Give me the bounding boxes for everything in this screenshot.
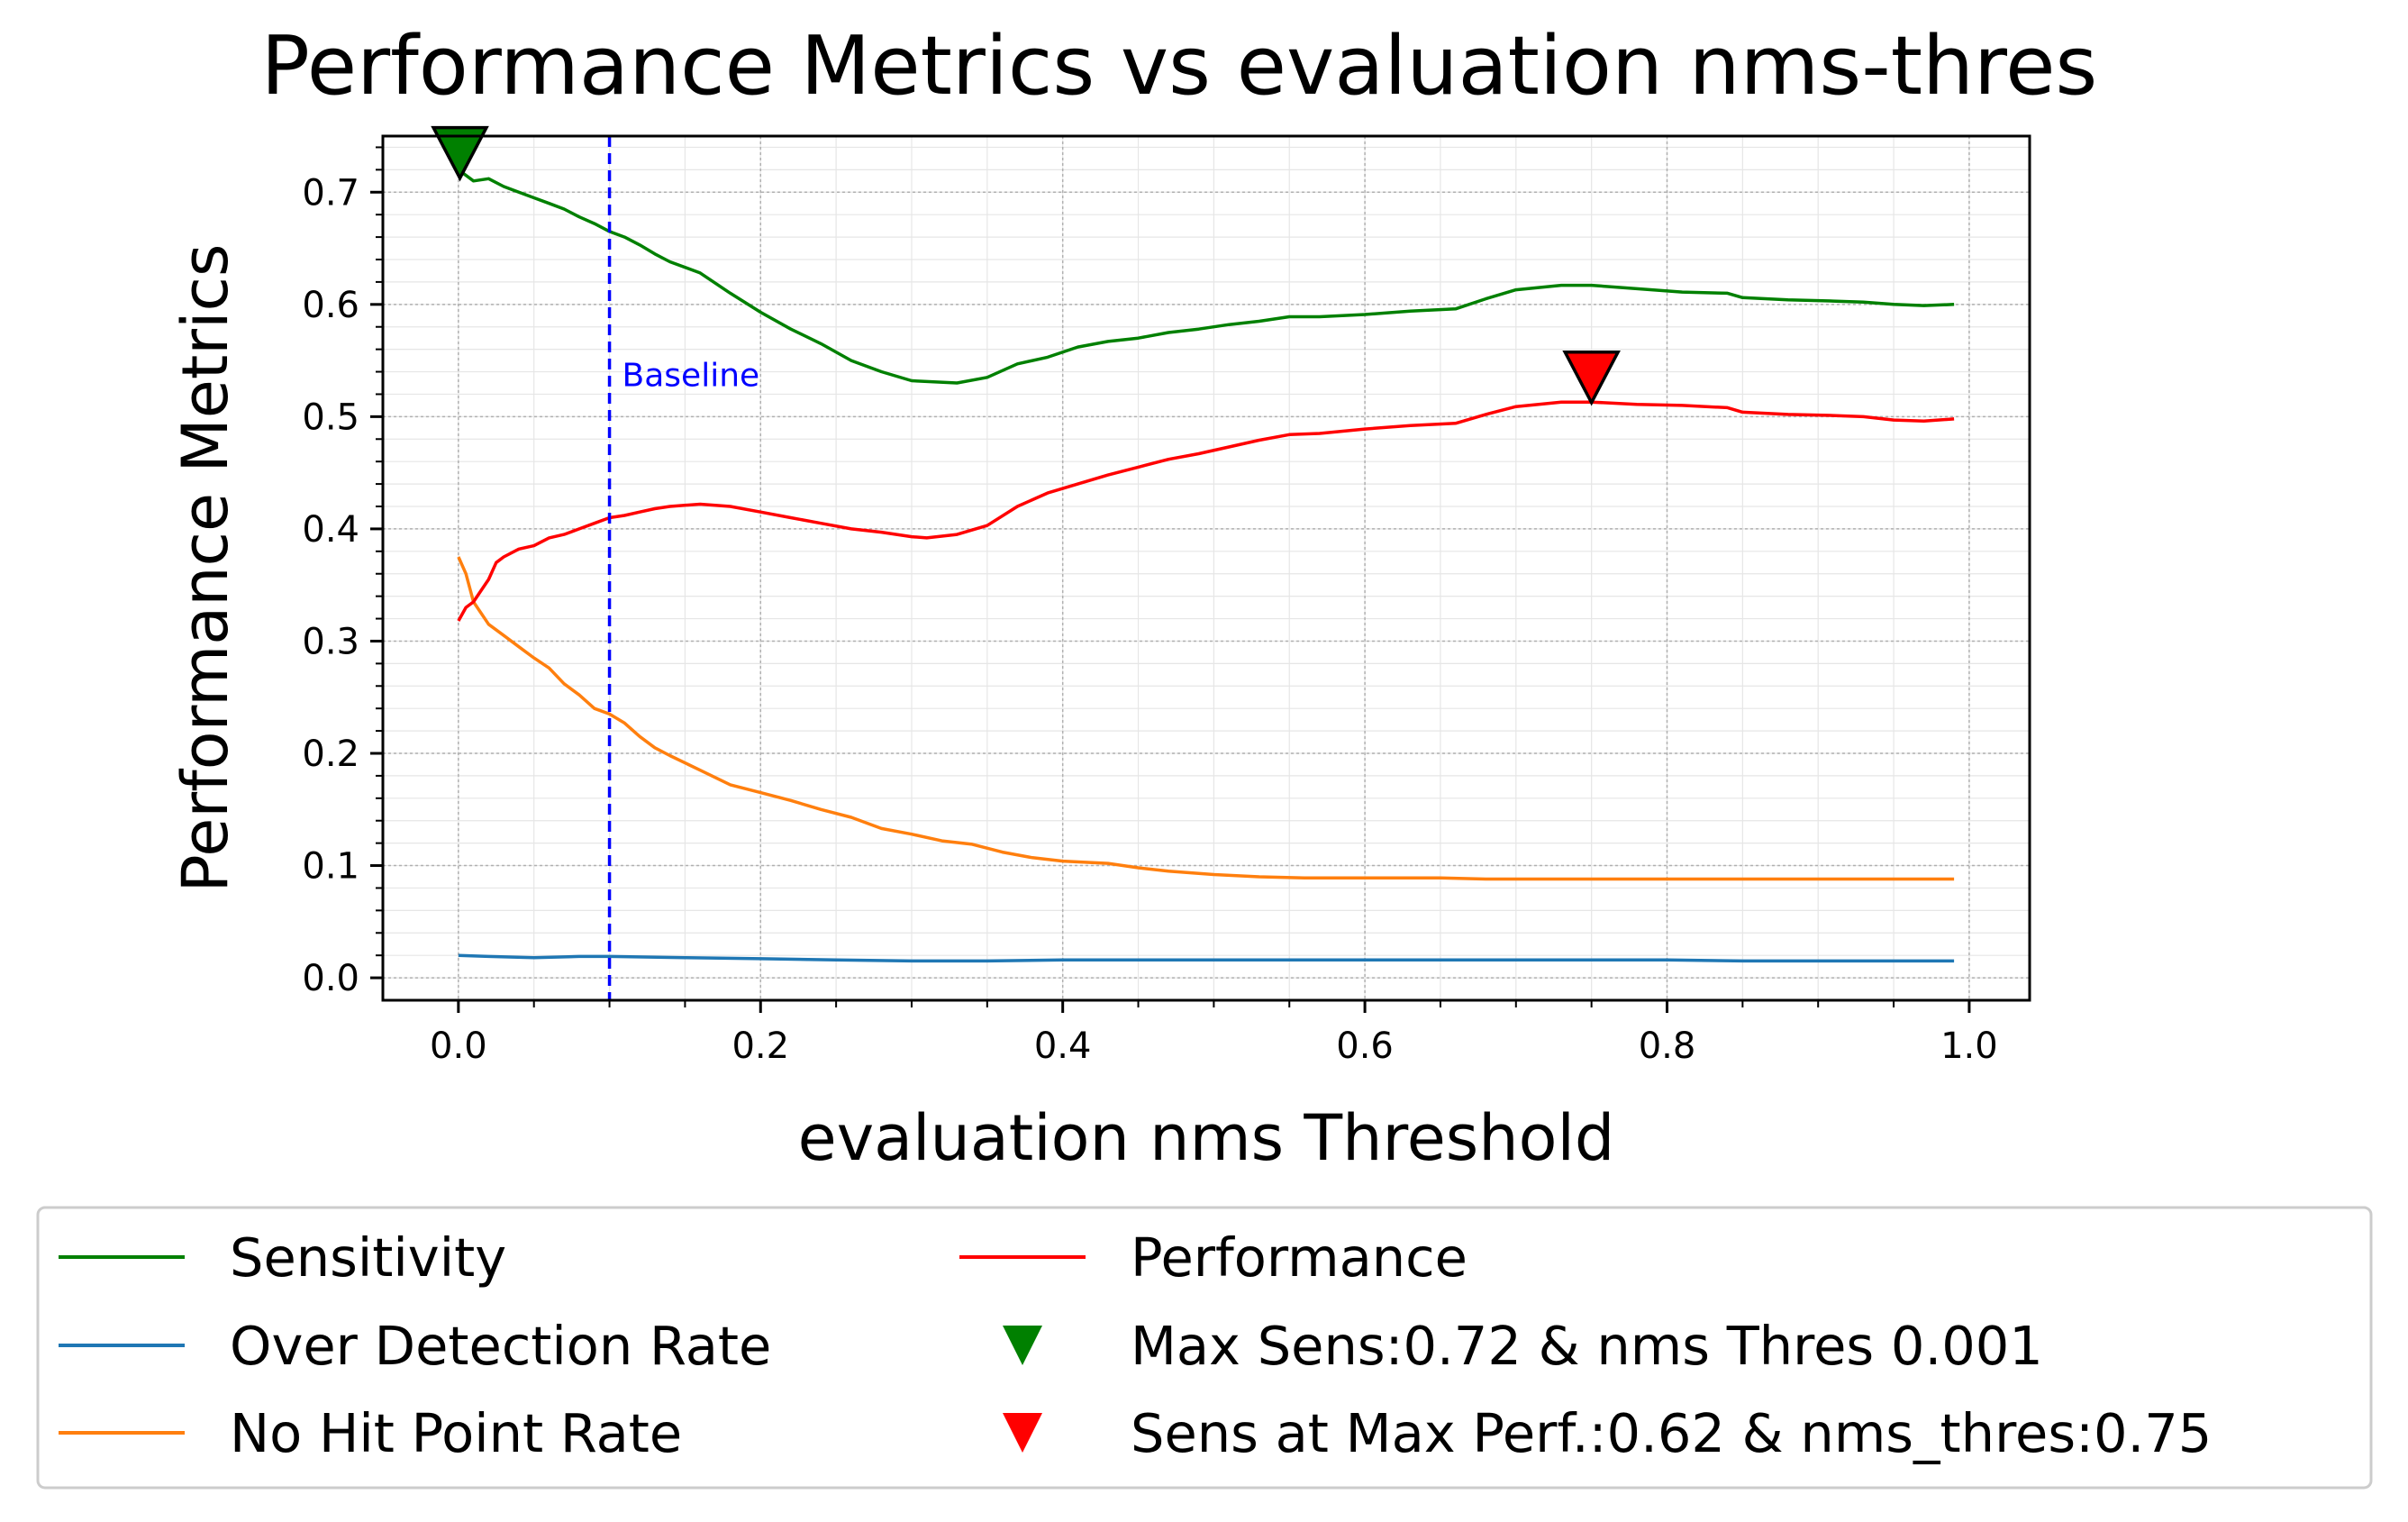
series-lines [457,168,1955,963]
series-line-performance [457,400,1955,622]
chart-title: Performance Metrics vs evaluation nms-th… [261,19,2098,114]
legend-entry-label: Performance [1131,1226,1468,1289]
legend-handle-marker [1003,1326,1042,1365]
y-tick-label: 0.4 [302,509,359,551]
y-tick-label: 0.7 [302,172,359,214]
legend-entry-label: Over Detection Rate [230,1315,771,1377]
annotations: Baseline [607,136,760,1000]
x-axis-label: evaluation nms Threshold [798,1101,1615,1175]
baseline-label: Baseline [622,358,760,395]
series-line-no-hit-point-rate [457,556,1955,881]
grid [383,136,2030,1000]
legend-entry-label: Sensitivity [230,1226,506,1289]
x-tick-label: 1.0 [1940,1025,1998,1067]
y-tick-label: 0.5 [302,396,359,438]
y-tick-label: 0.6 [302,285,359,326]
x-tick-label: 0.8 [1639,1025,1696,1067]
legend-entry-label: Sens at Max Perf.:0.62 & nms_thres:0.75 [1131,1402,2212,1464]
markers [431,125,1621,406]
y-tick-label: 0.0 [302,958,359,999]
x-tick-label: 0.6 [1336,1025,1394,1067]
y-axis-label: Performance Metrics [168,244,242,893]
y-tick-label: 0.2 [302,734,359,775]
y-tick-label: 0.3 [302,621,359,662]
legend-handle-marker [1003,1413,1042,1453]
max-sensitivity-marker [431,125,489,182]
y-tick-label: 0.1 [302,846,359,888]
x-tick-label: 0.0 [430,1025,487,1067]
legend-entry-label: Max Sens:0.72 & nms Thres 0.001 [1131,1315,2043,1377]
x-tick-label: 0.4 [1034,1025,1092,1067]
legend-items: Sensitivity Over Detection Rate No Hit Poi… [59,1226,2212,1464]
series-line-over-detection-rate [458,953,1955,963]
series-line-sensitivity [457,168,1955,385]
axes: 0.0 0.2 0.4 0.6 0.8 1.0 0.0 0.1 0.2 0.3 0.4 0.5 0.6 0… [302,146,1998,1067]
legend-entry-label: No Hit Point Rate [230,1402,682,1464]
legend: Sensitivity Over Detection Rate No Hit Poi… [36,1206,2373,1490]
max-performance-marker [1562,351,1621,406]
legend-box [36,1206,2373,1490]
x-tick-label: 0.2 [731,1025,789,1067]
plot-frame [381,134,2031,1002]
